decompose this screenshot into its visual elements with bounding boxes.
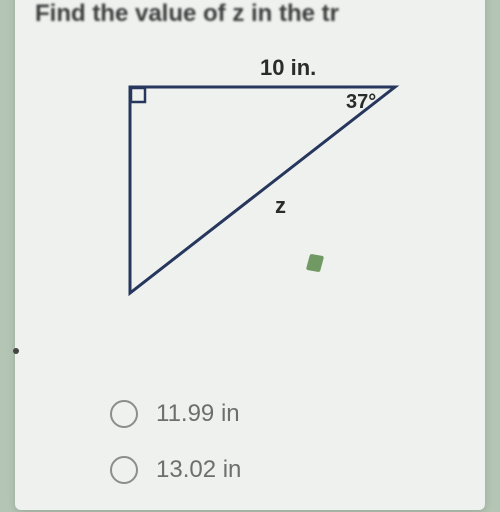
radio-icon[interactable] (110, 400, 138, 428)
radio-icon[interactable] (110, 456, 138, 484)
top-side-label: 10 in. (260, 55, 316, 81)
option-label: 11.99 in (156, 400, 240, 428)
triangle-shape (130, 87, 395, 293)
answer-options: 11.99 in 13.02 in (110, 400, 241, 512)
question-prompt: Find the value of z in the tr (35, 0, 339, 28)
option-row[interactable]: 11.99 in (110, 400, 241, 428)
hypotenuse-label: z (275, 193, 286, 219)
option-row[interactable]: 13.02 in (110, 456, 241, 484)
option-label: 13.02 in (156, 456, 241, 484)
right-angle-box (131, 88, 145, 102)
triangle-diagram: 10 in. 37° z (100, 55, 400, 315)
angle-37-label: 37° (346, 91, 376, 114)
bullet-dot (13, 348, 19, 354)
